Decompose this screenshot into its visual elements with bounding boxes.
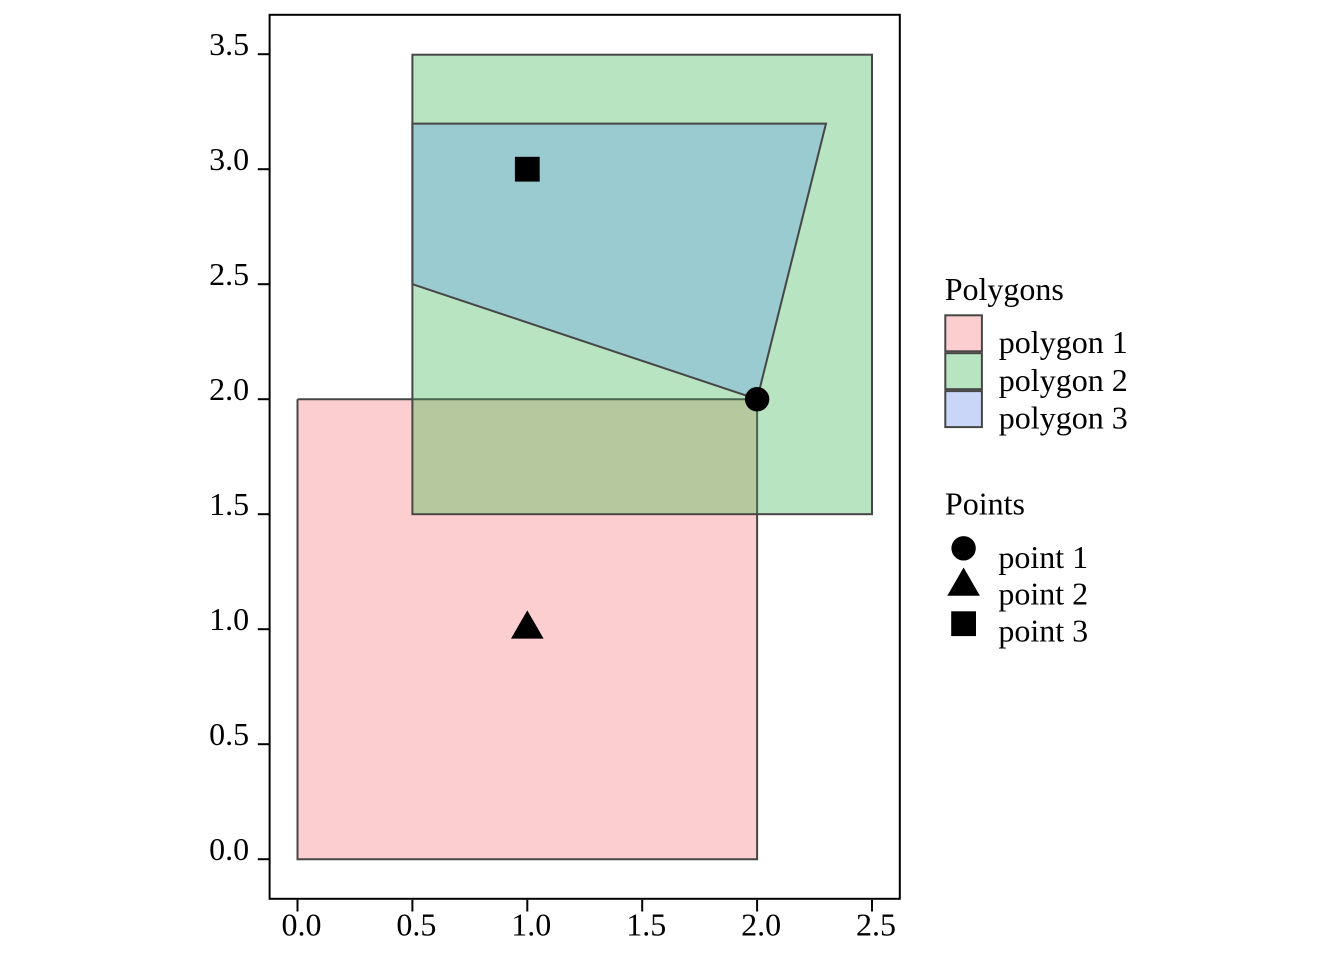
svg-text:2.5: 2.5 xyxy=(209,256,249,292)
svg-text:0.0: 0.0 xyxy=(209,831,249,867)
svg-text:2.0: 2.0 xyxy=(741,907,781,943)
svg-text:0.5: 0.5 xyxy=(209,716,249,752)
svg-text:0.5: 0.5 xyxy=(396,907,436,943)
svg-text:Polygons: Polygons xyxy=(945,271,1064,307)
svg-text:point 3: point 3 xyxy=(998,612,1088,648)
svg-text:1.5: 1.5 xyxy=(626,907,666,943)
svg-text:2.5: 2.5 xyxy=(856,907,896,943)
svg-text:point 1: point 1 xyxy=(998,539,1088,575)
svg-text:3.0: 3.0 xyxy=(209,141,249,177)
svg-text:0.0: 0.0 xyxy=(282,907,322,943)
svg-text:point 2: point 2 xyxy=(998,575,1088,611)
svg-text:1.5: 1.5 xyxy=(209,486,249,522)
svg-text:polygon 3: polygon 3 xyxy=(999,399,1128,435)
svg-text:polygon 1: polygon 1 xyxy=(999,324,1128,360)
svg-text:1.0: 1.0 xyxy=(209,601,249,637)
svg-text:2.0: 2.0 xyxy=(209,371,249,407)
svg-text:polygon 2: polygon 2 xyxy=(999,362,1128,398)
svg-text:1.0: 1.0 xyxy=(511,907,551,943)
svg-text:Points: Points xyxy=(945,485,1025,521)
svg-text:3.5: 3.5 xyxy=(209,26,249,62)
